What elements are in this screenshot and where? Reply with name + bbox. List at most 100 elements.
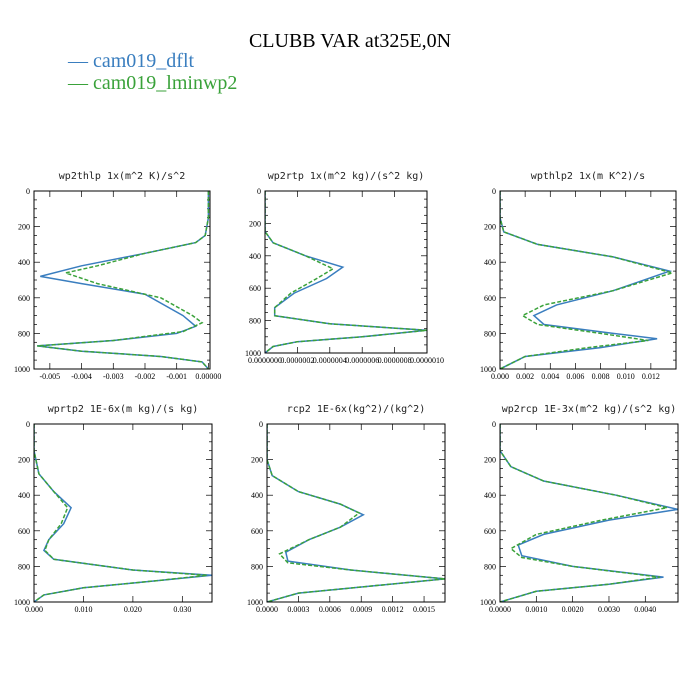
y-tick-label: 400 xyxy=(484,491,496,500)
y-tick-label: 1000 xyxy=(14,598,30,607)
y-tick-label: 800 xyxy=(251,562,263,571)
plot-frame xyxy=(266,423,446,603)
legend-label-lminwp2: cam019_lminwp2 xyxy=(93,72,238,94)
series-line-cam019_lminwp2 xyxy=(267,424,445,602)
x-tick-label: 0.00000 xyxy=(195,372,221,381)
series-line-cam019_dflt xyxy=(34,424,212,602)
y-tick-label: 800 xyxy=(18,562,30,571)
y-tick-label: 600 xyxy=(18,527,30,536)
plot-frame xyxy=(33,423,213,603)
x-tick-label: 0.0010 xyxy=(525,605,547,614)
legend-line-icon: — xyxy=(68,72,93,94)
x-tick-label: 0.0012 xyxy=(382,605,404,614)
series-line-cam019_dflt xyxy=(267,424,445,602)
y-tick-label: 0 xyxy=(259,420,263,429)
series-line-cam019_dflt xyxy=(37,191,210,369)
x-tick-label: 0.020 xyxy=(124,605,142,614)
y-tick-label: 1000 xyxy=(245,349,261,358)
x-tick-label: -0.003 xyxy=(103,372,124,381)
y-tick-label: 600 xyxy=(484,527,496,536)
subplot-title: wp2rtp 1x(m^2 kg)/(s^2 kg) xyxy=(268,171,425,182)
y-tick-label: 200 xyxy=(18,223,30,232)
x-tick-label: -0.005 xyxy=(40,372,61,381)
x-tick-label: 0.004 xyxy=(541,372,559,381)
legend-entry-dflt: — cam019_dflt xyxy=(68,50,194,73)
x-tick-label: 0.0000010 xyxy=(410,356,444,365)
y-tick-label: 200 xyxy=(18,456,30,465)
y-tick-label: 600 xyxy=(251,527,263,536)
x-tick-label: 0.0000002 xyxy=(280,356,314,365)
x-tick-label: 0.002 xyxy=(516,372,534,381)
subplot-3: wpthlp2 1x(m K^2)/s020040060080010000.00… xyxy=(480,171,677,381)
x-tick-label: 0.000 xyxy=(491,372,509,381)
x-tick-label: 0.010 xyxy=(74,605,92,614)
y-tick-label: 200 xyxy=(249,219,261,228)
y-tick-label: 0 xyxy=(26,420,30,429)
y-tick-label: 200 xyxy=(251,456,263,465)
subplot-title: wp2rcp 1E-3x(m^2 kg)/(s^2 kg) xyxy=(502,404,677,415)
y-tick-label: 0 xyxy=(257,187,261,196)
x-tick-label: 0.0000000 xyxy=(248,356,282,365)
y-tick-label: 400 xyxy=(484,258,496,267)
y-tick-label: 400 xyxy=(18,491,30,500)
x-tick-label: 0.0020 xyxy=(562,605,584,614)
y-tick-label: 1000 xyxy=(14,365,30,374)
y-tick-label: 400 xyxy=(18,258,30,267)
y-tick-label: 400 xyxy=(249,252,261,261)
y-tick-label: 0 xyxy=(26,187,30,196)
y-tick-label: 600 xyxy=(249,284,261,293)
y-tick-label: 400 xyxy=(251,491,263,500)
y-tick-label: 800 xyxy=(18,329,30,338)
subplot-title: wp2thlp 1x(m^2 K)/s^2 xyxy=(59,171,185,182)
x-tick-label: -0.001 xyxy=(166,372,187,381)
x-tick-label: 0.008 xyxy=(592,372,610,381)
x-tick-label: 0.012 xyxy=(642,372,660,381)
y-tick-label: 1000 xyxy=(480,365,496,374)
plot-frame xyxy=(33,190,211,370)
x-tick-label: 0.0000004 xyxy=(313,356,347,365)
y-tick-label: 1000 xyxy=(480,598,496,607)
x-tick-label: 0.0000008 xyxy=(378,356,412,365)
x-tick-label: 0.030 xyxy=(173,605,191,614)
subplot-1: wp2thlp 1x(m^2 K)/s^2 0 200 400 600 800 1000 -0… xyxy=(14,171,221,381)
subplot-4: wprtp2 1E-6x(m kg)/(s kg) 0 200 400 600 800 10… xyxy=(14,404,213,614)
series-line-cam019_lminwp2 xyxy=(500,424,668,602)
subplot-2: wp2rtp 1x(m^2 kg)/(s^2 kg) 0 200 400 600 800 1… xyxy=(245,171,444,365)
series-line-cam019_dflt xyxy=(500,424,678,602)
y-tick-label: 1000 xyxy=(247,598,263,607)
x-tick-label: -0.004 xyxy=(71,372,92,381)
y-tick-label: 0 xyxy=(492,187,496,196)
y-tick-label: 800 xyxy=(249,317,261,326)
y-tick-label: 600 xyxy=(18,294,30,303)
legend-line-icon: — xyxy=(68,50,93,72)
y-tick-label: 800 xyxy=(484,562,496,571)
subplot-5: rcp2 1E-6x(kg^2)/(kg^2) 0 200 400 600 800 1000… xyxy=(247,404,446,614)
x-tick-label: 0.010 xyxy=(617,372,635,381)
y-tick-label: 600 xyxy=(484,294,496,303)
legend-entry-lminwp2: — cam019_lminwp2 xyxy=(68,72,237,95)
plot-frame xyxy=(499,190,677,370)
y-tick-label: 200 xyxy=(484,456,496,465)
subplot-6: wp2rcp 1E-3x(m^2 kg)/(s^2 kg) 0 200 400 600 8… xyxy=(480,404,679,614)
subplot-title: rcp2 1E-6x(kg^2)/(kg^2) xyxy=(287,404,425,415)
x-tick-label: 0.0006 xyxy=(319,605,341,614)
series-line-cam019_lminwp2 xyxy=(34,424,208,602)
subplot-title: wprtp2 1E-6x(m kg)/(s kg) xyxy=(48,404,199,415)
series-line-cam019_lminwp2 xyxy=(37,191,210,369)
x-tick-label: 0.0015 xyxy=(413,605,435,614)
series-line-cam019_dflt xyxy=(500,191,673,369)
x-tick-label: 0.0040 xyxy=(634,605,656,614)
y-tick-label: 0 xyxy=(492,420,496,429)
x-tick-label: 0.0003 xyxy=(287,605,309,614)
legend-label-dflt: cam019_dflt xyxy=(93,50,195,72)
y-tick-label: 800 xyxy=(484,329,496,338)
x-tick-label: 0.0030 xyxy=(598,605,620,614)
x-tick-label: 0.0000006 xyxy=(345,356,379,365)
x-tick-label: -0.002 xyxy=(135,372,156,381)
y-tick-label: 200 xyxy=(484,223,496,232)
x-tick-label: 0.000 xyxy=(25,605,43,614)
plot-frame xyxy=(264,190,428,354)
plot-frame xyxy=(499,423,679,603)
